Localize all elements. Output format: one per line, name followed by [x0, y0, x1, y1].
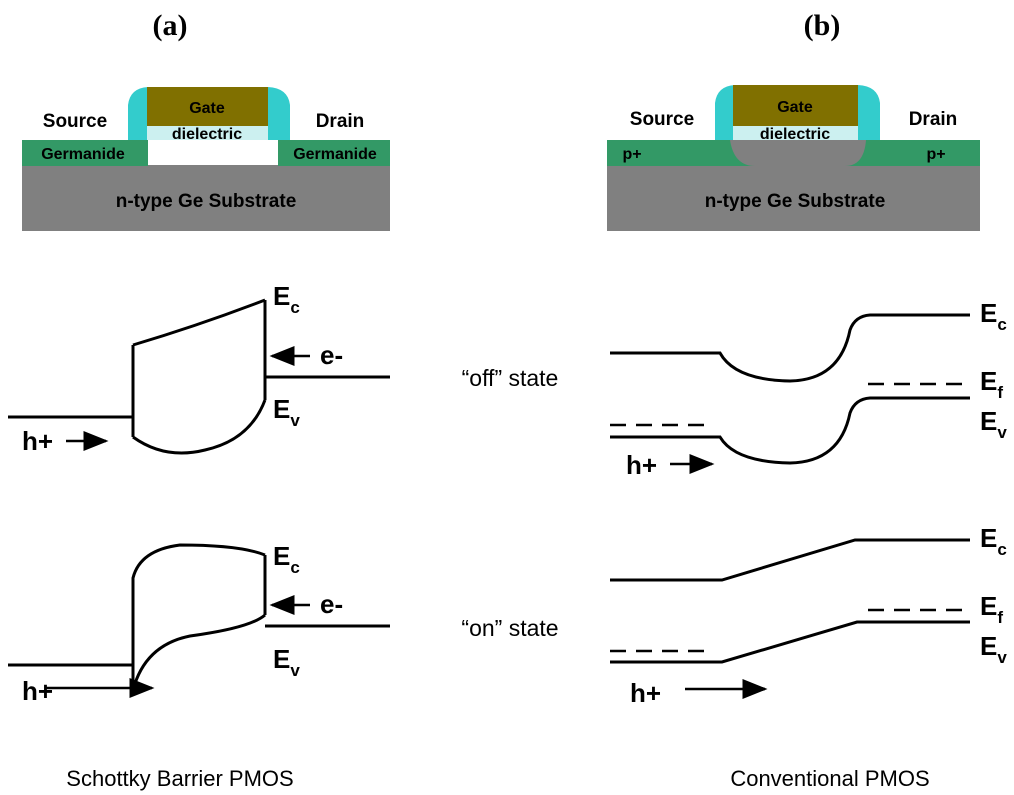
state-label: “off” state — [462, 365, 559, 391]
substrate-label: n-type Ge Substrate — [705, 191, 886, 212]
dielectric-label: dielectric — [760, 126, 830, 143]
ev-label: Ev — [980, 631, 1007, 667]
ec-label: Ec — [980, 523, 1007, 559]
band-a-on: Ec e- Ev h+ — [8, 541, 390, 706]
spacer — [128, 87, 148, 140]
substrate — [22, 165, 390, 231]
band-b-on: Ec Ef Ev h+ — [610, 523, 1007, 708]
ec-label: Ec — [980, 298, 1007, 334]
source-label: Source — [43, 111, 107, 132]
substrate — [607, 165, 980, 231]
dielectric — [147, 126, 268, 140]
spacer — [715, 85, 735, 140]
substrate-label: n-type Ge Substrate — [116, 191, 297, 212]
electron-label: e- — [320, 589, 343, 619]
drain-label: Drain — [909, 109, 958, 130]
caption: Schottky Barrier PMOS — [66, 766, 293, 791]
band-edges — [610, 538, 970, 664]
hole-label: h+ — [22, 676, 53, 706]
electron-label: e- — [320, 340, 343, 370]
hole-label: h+ — [22, 426, 53, 456]
panel-heading: (a) — [153, 9, 188, 42]
ef-label: Ef — [980, 591, 1003, 627]
ef-label: Ef — [980, 366, 1003, 402]
region-label: Germanide — [293, 146, 377, 163]
panel-heading: (b) — [804, 9, 841, 42]
spacer — [858, 85, 880, 140]
region-label: Germanide — [41, 146, 125, 163]
caption: Conventional PMOS — [730, 766, 929, 791]
fermi-level — [610, 608, 970, 653]
gate — [733, 85, 858, 127]
region-label: p+ — [622, 146, 641, 163]
band-edges — [610, 313, 970, 465]
ev-label: Ev — [273, 644, 300, 680]
band-a-off: Ec e- Ev h+ — [8, 281, 390, 456]
region-label: p+ — [926, 146, 945, 163]
fermi-level — [610, 382, 970, 427]
dielectric-label: dielectric — [172, 126, 242, 143]
gate — [147, 87, 268, 127]
hole-label: h+ — [630, 678, 661, 708]
band-edges — [8, 298, 390, 455]
gate-label: Gate — [777, 99, 813, 116]
hole-label: h+ — [626, 450, 657, 480]
drain-region — [278, 140, 390, 166]
source-region — [22, 140, 148, 166]
ec-label: Ec — [273, 541, 300, 577]
ev-label: Ev — [273, 394, 300, 430]
device-a: Source Drain Gate dielectric Germanide G… — [22, 87, 390, 231]
drain-label: Drain — [316, 111, 365, 132]
ec-label: Ec — [273, 281, 300, 317]
gate-label: Gate — [189, 100, 225, 117]
device-b: Source Drain Gate dielectric p+ p+ n-typ… — [607, 85, 980, 231]
band-edges — [8, 543, 390, 691]
channel — [730, 140, 866, 166]
state-label: “on” state — [461, 615, 558, 641]
dielectric — [733, 126, 858, 140]
spacer — [268, 87, 290, 140]
ev-label: Ev — [980, 406, 1007, 442]
band-b-off: Ec Ef Ev h+ — [610, 298, 1007, 480]
source-label: Source — [630, 109, 694, 130]
